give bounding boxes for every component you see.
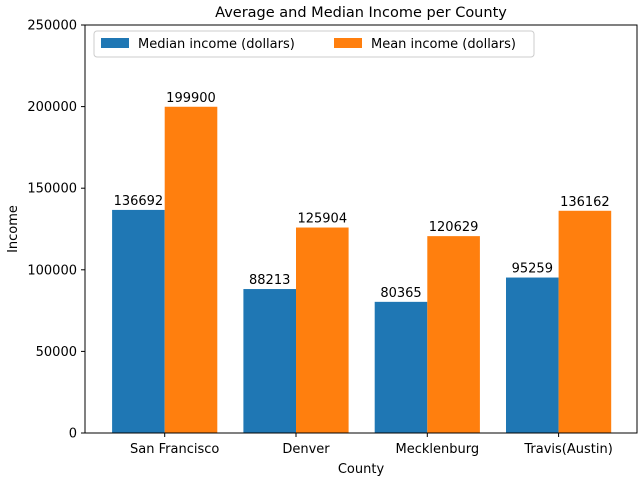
x-tick-label: Mecklenburg [395, 442, 479, 457]
bar-value-label: 88213 [249, 273, 290, 288]
bar-value-label: 125904 [297, 212, 347, 227]
y-axis: 0 50000 100000 150000 200000 250000 [27, 19, 85, 442]
bar-median-0 [112, 209, 165, 433]
legend: Median income (dollars) Mean income (doll… [93, 30, 535, 58]
bar-median-2 [374, 301, 428, 433]
bar-value-label: 95259 [512, 262, 553, 277]
bar-value-label: 136692 [114, 194, 164, 209]
bar-value-label: 80365 [380, 286, 421, 301]
x-axis: San Francisco Denver Mecklenburg Travis(Aus… [130, 433, 613, 457]
bar-mean-1 [296, 227, 349, 433]
chart-title: Average and Median Income per County [215, 5, 507, 21]
y-tick-label: 150000 [27, 182, 77, 197]
y-tick-label: 100000 [27, 263, 77, 278]
legend-box [93, 30, 535, 58]
y-tick-label: 250000 [27, 19, 77, 34]
legend-swatch [101, 38, 129, 48]
y-tick-label: 0 [69, 427, 77, 442]
bar-mean-0 [164, 106, 218, 434]
legend-swatch [334, 38, 362, 48]
bar-value-label: 120629 [429, 220, 479, 235]
bar-median-3 [506, 277, 559, 433]
legend-entry-label: Median income (dollars) [138, 37, 295, 52]
x-tick-label: Travis(Austin) [523, 442, 612, 457]
bar-value-label: 199900 [166, 91, 216, 106]
y-axis-label: Income [6, 205, 21, 253]
bar-mean-3 [558, 210, 612, 433]
x-tick-label: San Francisco [130, 442, 219, 457]
y-tick-label: 200000 [27, 100, 77, 115]
x-tick-label: Denver [282, 442, 330, 457]
y-tick-label: 50000 [36, 345, 77, 360]
bars-layer [112, 106, 612, 434]
x-axis-label: County [338, 462, 385, 477]
bar-value-label: 136162 [560, 195, 610, 210]
bar-mean-2 [427, 236, 480, 433]
bar-labels-layer: 136692 199900 88213 125904 80365 120629 95259 1… [114, 91, 610, 301]
bar-median-1 [243, 289, 296, 433]
plot-frame [84, 24, 638, 434]
legend-entry-label: Mean income (dollars) [371, 37, 516, 52]
